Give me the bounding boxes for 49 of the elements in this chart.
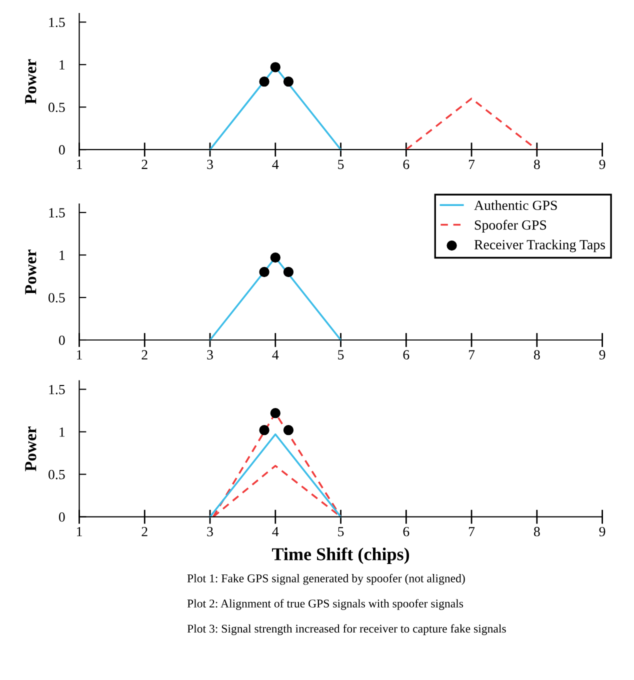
x-tick-label: 7	[468, 527, 475, 536]
x-tick-label: 6	[403, 160, 410, 170]
y-tick-label: 0	[58, 336, 65, 345]
x-tick-label: 8	[534, 160, 540, 170]
x-tick-label: 4	[272, 527, 279, 536]
x-tick-label: 2	[142, 160, 148, 169]
x-tick-label: 3	[207, 350, 213, 360]
y-tick-label: 1	[60, 250, 65, 260]
x-tick-label: 4	[272, 350, 279, 360]
x-tick-label: 6	[403, 350, 410, 360]
x-tick-label: 5	[338, 350, 344, 360]
x-tick-label: 2	[142, 526, 148, 536]
text: Plot 2: Alignment of true GPS signals with spoofer signals	[187, 599, 464, 610]
x-tick-label: 2	[142, 350, 148, 360]
y-tick-label: 0.5	[48, 470, 65, 480]
y-tick-label: 0.5	[48, 293, 65, 303]
legend-label: Spoofer GPS	[474, 220, 546, 233]
x-tick-label: 1	[77, 526, 82, 536]
x-tick-label: 5	[338, 160, 344, 170]
y-tick-label: 1.5	[49, 208, 65, 218]
y-axis-title: Power	[25, 250, 36, 294]
text: Plot 1: Fake GPS signal generated by spoofer (not aligned)	[187, 574, 465, 585]
x-tick-label: 7	[468, 160, 475, 169]
x-tick-label: 5	[338, 527, 344, 536]
y-tick-label: 1.5	[49, 18, 65, 28]
y-tick-label: 0.5	[48, 102, 65, 112]
x-tick-label: 9	[599, 350, 606, 360]
y-tick-label: 0	[58, 145, 65, 155]
y-axis-title: Power	[25, 59, 36, 104]
y-tick-label: 1	[60, 60, 65, 70]
x-tick-label: 1	[77, 160, 82, 169]
x-tick-label: 8	[534, 350, 540, 360]
y-tick-label: 0	[58, 512, 65, 522]
x-tick-label: 3	[207, 526, 213, 536]
x-tick-label: 8	[534, 526, 540, 536]
x-tick-label: 4	[272, 160, 279, 169]
y-axis-title: Power	[25, 426, 36, 472]
x-tick-label: 9	[599, 160, 606, 170]
x-tick-label: 6	[403, 526, 410, 536]
legend-label: Receiver Tracking Taps	[474, 240, 605, 252]
text: Plot 3: Signal strength increased for receiver to capture fake signals	[187, 624, 506, 636]
y-tick-label: 1	[60, 427, 65, 437]
legend-label: Authentic GPS	[474, 200, 557, 210]
y-tick-label: 1.5	[49, 384, 65, 394]
x-tick-label: 1	[77, 350, 82, 360]
x-tick-label: 7	[468, 350, 475, 360]
x-axis-title: Time Shift (chips)	[272, 547, 410, 564]
x-tick-label: 9	[599, 526, 606, 536]
x-tick-label: 3	[207, 160, 213, 170]
